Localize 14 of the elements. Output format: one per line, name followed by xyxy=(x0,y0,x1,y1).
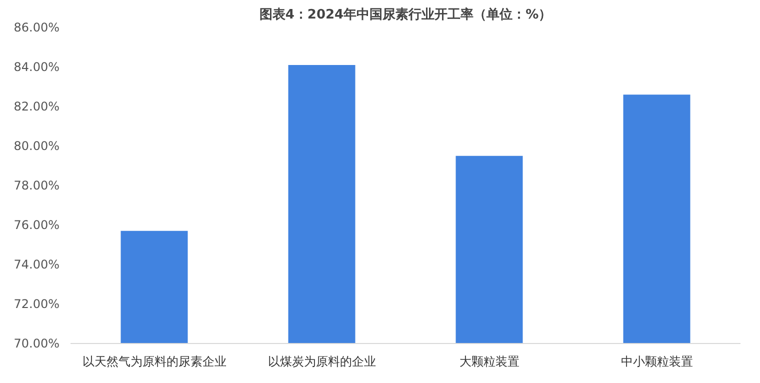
x-tick-label: 大颗粒装置 xyxy=(459,354,520,368)
x-tick-label: 以天然气为原料的尿素企业 xyxy=(82,354,226,368)
y-tick-label: 82.00% xyxy=(14,100,60,114)
chart-title: 图表4：2024年中国尿素行业开工率（单位：%） xyxy=(259,6,552,22)
y-tick-label: 80.00% xyxy=(14,139,60,153)
y-tick-label: 76.00% xyxy=(14,218,60,232)
y-tick-label: 70.00% xyxy=(14,336,60,350)
y-tick-label: 86.00% xyxy=(14,20,60,34)
y-tick-label: 78.00% xyxy=(14,178,60,192)
x-tick-label: 以煤炭为原料的企业 xyxy=(268,354,376,368)
y-tick-label: 84.00% xyxy=(14,60,60,74)
x-tick-label: 中小颗粒装置 xyxy=(620,354,693,368)
y-tick-label: 72.00% xyxy=(14,297,60,311)
y-tick-label: 74.00% xyxy=(14,258,60,272)
